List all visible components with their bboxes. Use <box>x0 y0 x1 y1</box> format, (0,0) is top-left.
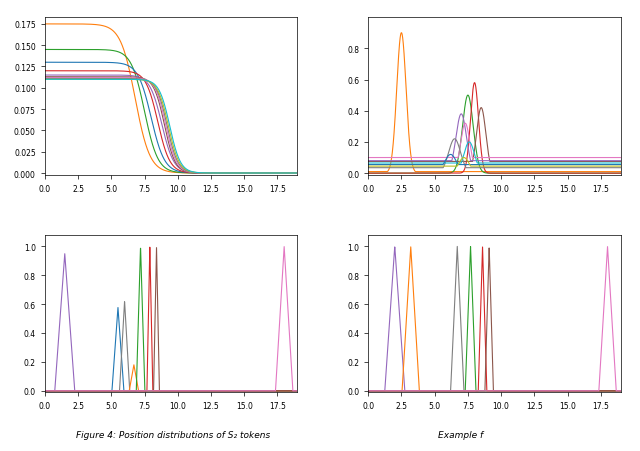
Text: Figure 4: Position distributions of S₂ tokens: Figure 4: Position distributions of S₂ t… <box>76 431 270 439</box>
Text: Example f: Example f <box>438 431 483 439</box>
